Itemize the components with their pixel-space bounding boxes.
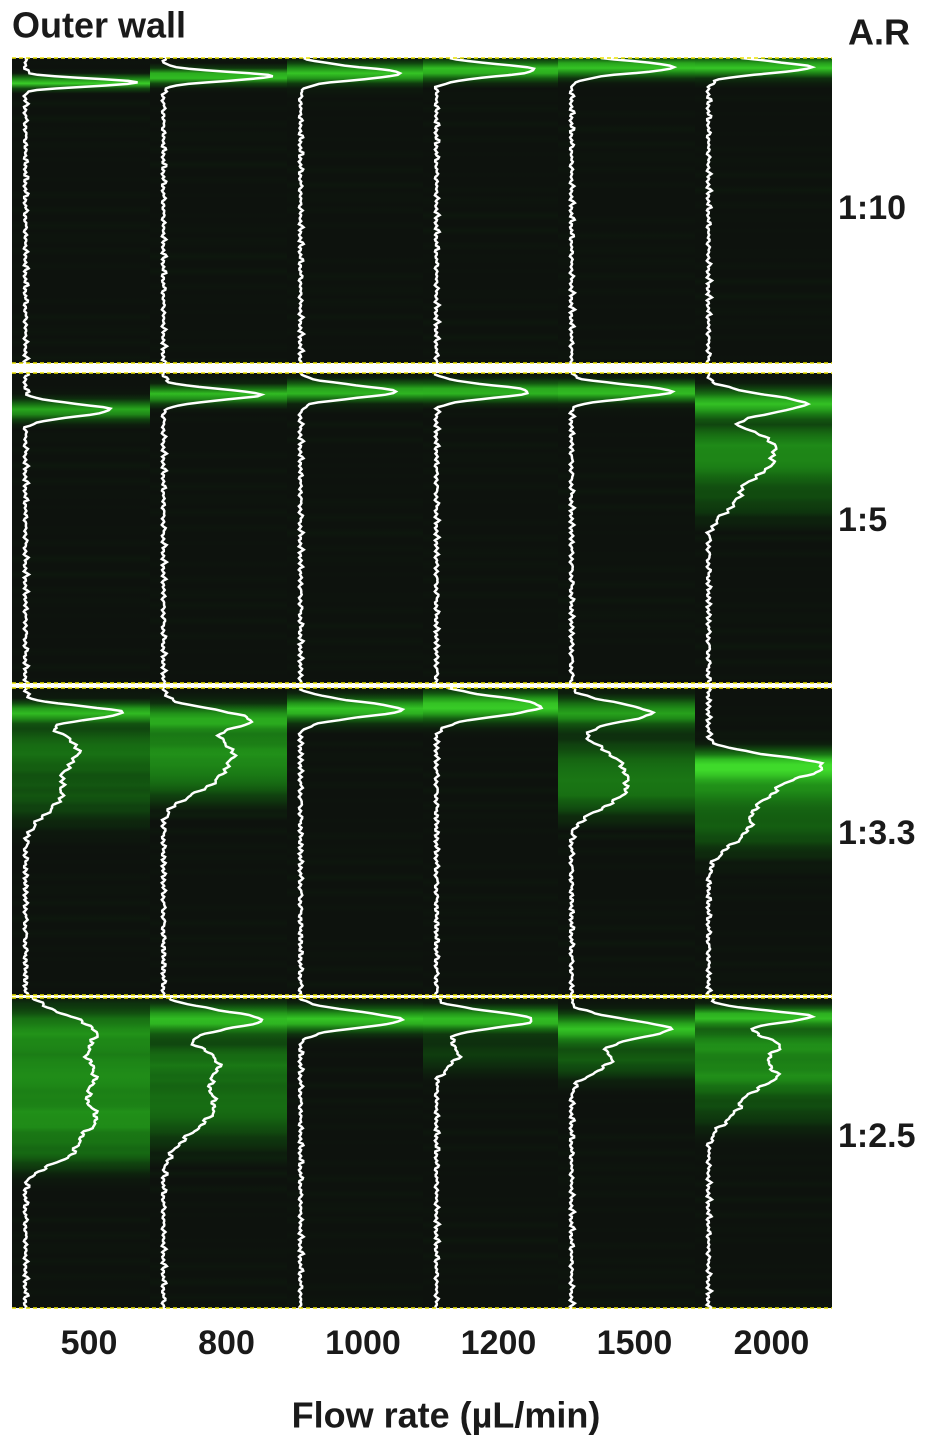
column-label: 500 <box>61 1324 118 1362</box>
figure: Outer wall A.R Flow rate (µL/min) 1:10 1:… <box>0 0 942 1441</box>
image-cell <box>695 998 832 1308</box>
image-cell <box>287 688 423 995</box>
image-cell <box>695 688 832 995</box>
image-cell <box>558 58 695 363</box>
row-label: 1:10 <box>838 189 906 227</box>
x-axis-label: Flow rate (µL/min) <box>292 1395 601 1436</box>
image-cell <box>558 373 695 683</box>
image-cell <box>423 998 558 1308</box>
title: Outer wall <box>12 5 186 46</box>
column-label: 2000 <box>734 1324 810 1362</box>
page: Outer wall A.R Flow rate (µL/min) 1:10 1:… <box>0 0 942 1441</box>
image-cell <box>558 998 695 1308</box>
image-cell <box>12 373 150 683</box>
image-cell <box>12 58 150 363</box>
image-cell <box>695 58 832 363</box>
image-cell <box>558 688 695 995</box>
image-cell <box>287 58 423 363</box>
image-cell <box>287 373 423 683</box>
image-cell <box>150 58 287 363</box>
ratio-heading: A.R <box>848 12 910 53</box>
panels <box>12 58 832 1308</box>
column-label: 1200 <box>461 1324 537 1362</box>
column-label: 1000 <box>325 1324 401 1362</box>
image-cell <box>150 373 287 683</box>
row-label: 1:2.5 <box>838 1117 916 1155</box>
image-cell <box>695 373 832 683</box>
image-cell <box>423 373 558 683</box>
row-label: 1:5 <box>838 501 887 539</box>
image-cell <box>12 998 150 1308</box>
image-cell <box>423 58 558 363</box>
image-cell <box>287 998 423 1308</box>
image-cell <box>423 688 558 995</box>
column-label: 1500 <box>597 1324 673 1362</box>
column-label: 800 <box>198 1324 255 1362</box>
row-label: 1:3.3 <box>838 814 916 852</box>
image-cell <box>12 688 150 995</box>
